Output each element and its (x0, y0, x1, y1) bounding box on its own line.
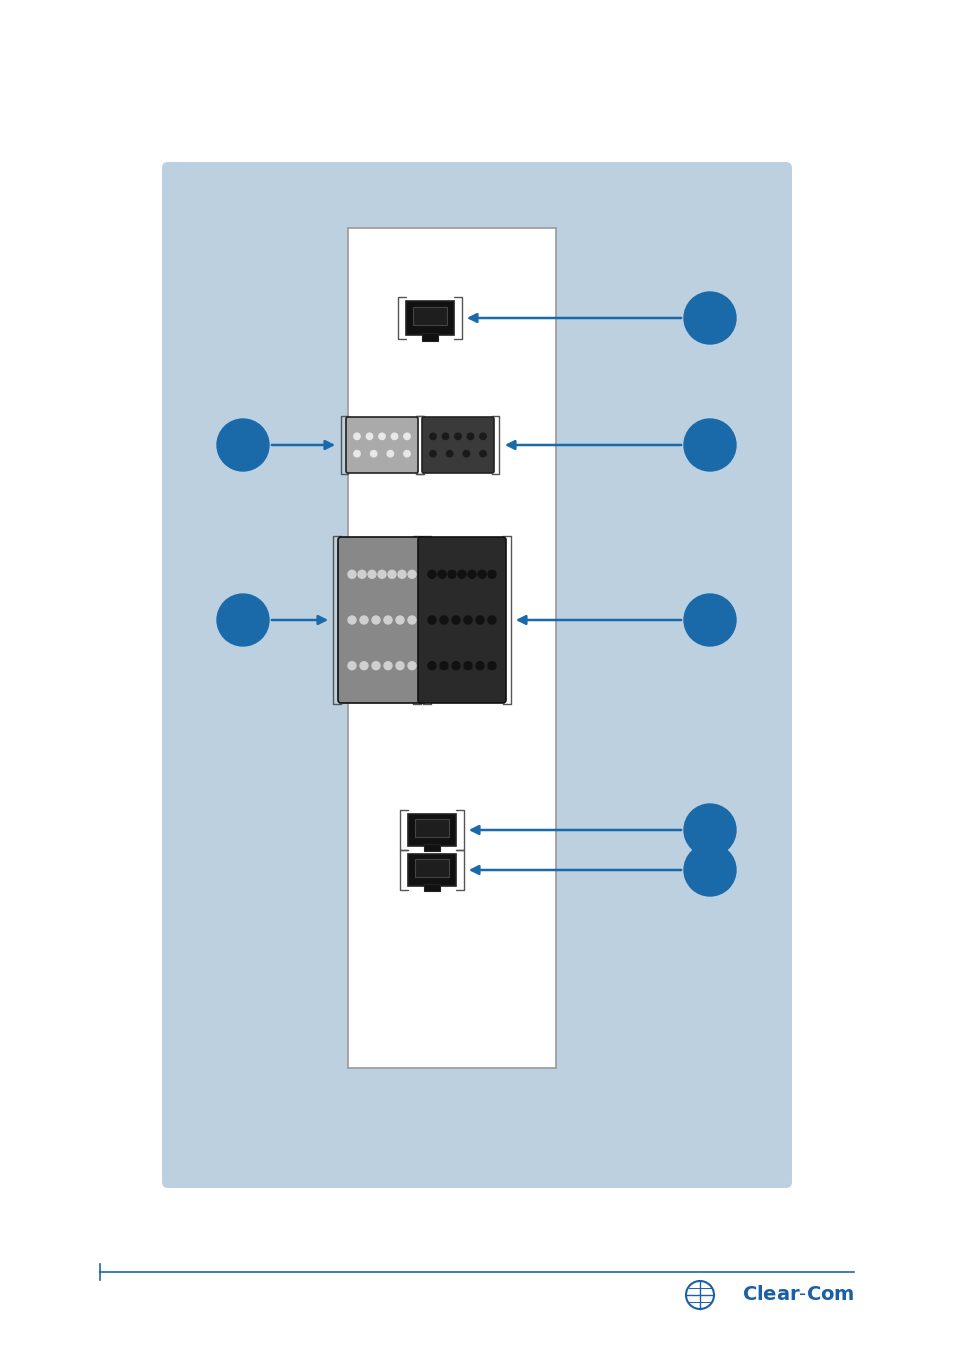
Circle shape (430, 433, 436, 440)
Circle shape (395, 616, 403, 624)
Circle shape (467, 433, 474, 440)
Circle shape (397, 570, 406, 578)
Circle shape (391, 433, 397, 440)
Circle shape (437, 570, 446, 578)
Circle shape (446, 451, 453, 456)
Circle shape (428, 662, 436, 670)
Circle shape (370, 451, 376, 456)
Circle shape (395, 662, 403, 670)
Circle shape (457, 570, 465, 578)
Bar (415, 819, 449, 837)
Circle shape (388, 570, 395, 578)
Circle shape (683, 844, 735, 896)
Bar (423, 844, 440, 852)
Circle shape (448, 570, 456, 578)
Circle shape (348, 616, 355, 624)
Circle shape (683, 805, 735, 856)
Circle shape (378, 433, 385, 440)
Circle shape (408, 662, 416, 670)
FancyBboxPatch shape (162, 162, 791, 1188)
Circle shape (348, 570, 355, 578)
Circle shape (452, 616, 459, 624)
Circle shape (479, 451, 486, 456)
Circle shape (366, 433, 373, 440)
Bar (415, 860, 449, 878)
Bar (421, 333, 438, 340)
Circle shape (683, 292, 735, 344)
Circle shape (348, 662, 355, 670)
Circle shape (463, 616, 472, 624)
Circle shape (479, 433, 486, 440)
Circle shape (372, 616, 379, 624)
Circle shape (408, 570, 416, 578)
Bar (406, 301, 454, 335)
Bar (408, 855, 456, 886)
Circle shape (428, 616, 436, 624)
Circle shape (476, 662, 483, 670)
Circle shape (683, 418, 735, 471)
Circle shape (408, 616, 416, 624)
FancyBboxPatch shape (346, 417, 417, 472)
Circle shape (354, 451, 360, 456)
Circle shape (468, 570, 476, 578)
Circle shape (354, 433, 360, 440)
Circle shape (488, 570, 496, 578)
Circle shape (428, 570, 436, 578)
Circle shape (463, 662, 472, 670)
Circle shape (488, 662, 496, 670)
Circle shape (387, 451, 394, 456)
FancyBboxPatch shape (337, 537, 426, 703)
Circle shape (216, 594, 269, 647)
Circle shape (488, 616, 496, 624)
Circle shape (403, 433, 410, 440)
Bar (408, 814, 456, 846)
Circle shape (368, 570, 375, 578)
Circle shape (439, 662, 448, 670)
Text: $\mathbf{Clear}$-$\mathbf{Com}$: $\mathbf{Clear}$-$\mathbf{Com}$ (740, 1285, 853, 1304)
Circle shape (452, 662, 459, 670)
Circle shape (476, 616, 483, 624)
Bar (423, 884, 440, 891)
Circle shape (384, 616, 392, 624)
Circle shape (357, 570, 366, 578)
FancyBboxPatch shape (421, 417, 494, 472)
Bar (348, 228, 556, 1068)
Circle shape (683, 594, 735, 647)
Circle shape (359, 662, 368, 670)
Circle shape (359, 616, 368, 624)
Circle shape (377, 570, 386, 578)
Circle shape (372, 662, 379, 670)
Circle shape (216, 418, 269, 471)
Circle shape (462, 451, 469, 456)
Circle shape (403, 451, 410, 456)
Circle shape (430, 451, 436, 456)
Circle shape (439, 616, 448, 624)
Circle shape (384, 662, 392, 670)
Circle shape (442, 433, 448, 440)
Bar (413, 306, 447, 325)
Circle shape (455, 433, 460, 440)
Circle shape (477, 570, 485, 578)
FancyBboxPatch shape (417, 537, 505, 703)
